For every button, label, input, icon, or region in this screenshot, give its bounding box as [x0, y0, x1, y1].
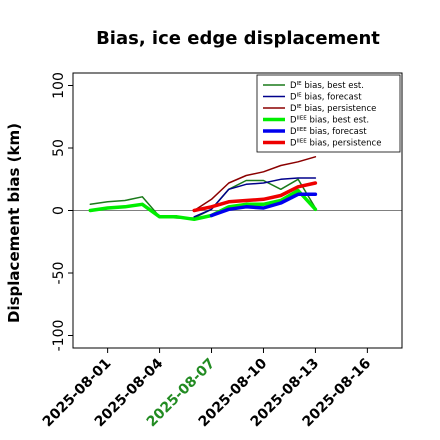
y-axis-label: Displacement bias (km) [5, 123, 23, 323]
y-tick-label: 100 [51, 72, 67, 99]
legend-entry-label: DIIEE bias, persistence [290, 139, 381, 149]
y-tick-label: -100 [51, 320, 67, 352]
y-tick-label: -50 [51, 262, 67, 285]
legend-entry-label: DIE bias, best est. [290, 81, 364, 91]
series-line-3 [193, 156, 317, 212]
series-line-4 [88, 188, 318, 222]
legend-entry-label: DIE bias, forecast [290, 93, 362, 103]
series-line-6 [192, 181, 318, 213]
legend-entry-label: DIE bias, persistence [290, 104, 376, 114]
legend: DIE bias, best est. DIE bias, forecastDIE… [256, 74, 401, 153]
legend-box [256, 74, 401, 153]
chart-title: Bias, ice edge displacement [96, 28, 380, 49]
y-tick-label: 50 [51, 139, 67, 157]
legend-entry-label: DIIEE bias, best est. [290, 116, 369, 126]
plot-frame [72, 72, 403, 349]
y-tick-label: 0 [51, 206, 67, 215]
legend-entry-label: DIIEE bias, forecast [290, 127, 367, 137]
series-line-5 [209, 192, 318, 218]
